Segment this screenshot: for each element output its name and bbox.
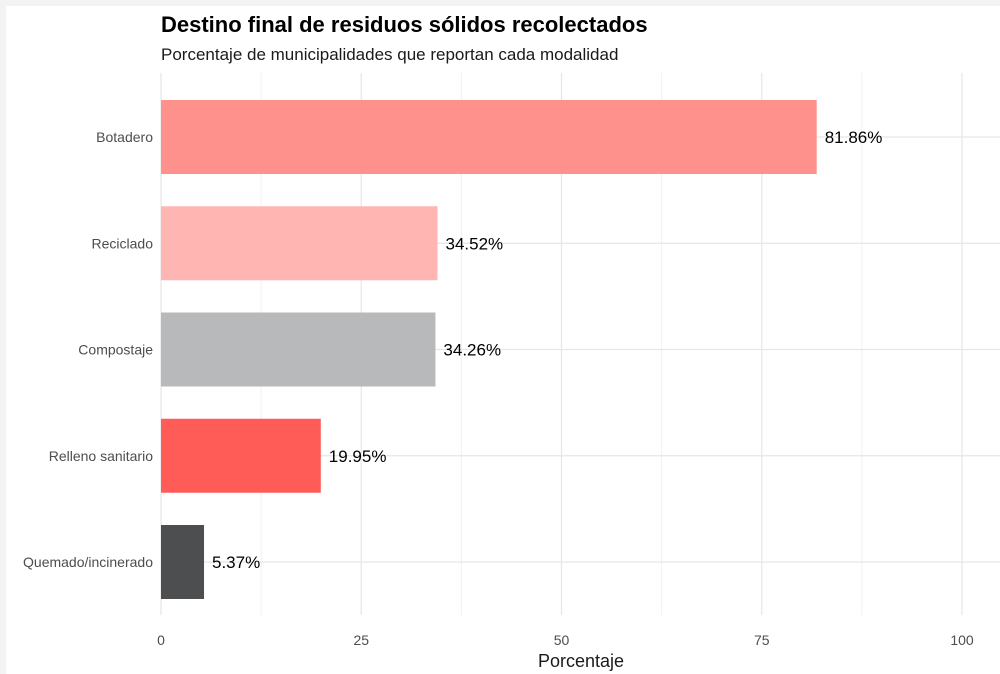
labels: 0 25 50 75 100 Botadero 81.86% Reciclado 34.52% C… xyxy=(23,128,974,648)
bar-value-label: 34.52% xyxy=(446,234,504,253)
x-tick-label: 75 xyxy=(754,632,770,648)
bars xyxy=(161,100,817,599)
y-category-label: Compostaje xyxy=(78,342,153,358)
y-category-label: Quemado/incinerado xyxy=(23,554,153,570)
bar xyxy=(161,100,817,174)
x-tick-label: 25 xyxy=(353,632,369,648)
y-category-label: Botadero xyxy=(96,129,153,145)
x-tick-label: 0 xyxy=(157,632,165,648)
chart-subtitle: Porcentaje de municipalidades que report… xyxy=(161,45,618,64)
bar-value-label: 34.26% xyxy=(443,341,501,360)
bar xyxy=(161,418,321,493)
x-tick-label: 100 xyxy=(950,632,974,648)
y-category-label: Reciclado xyxy=(92,235,154,251)
bar xyxy=(161,206,438,281)
bar-value-label: 81.86% xyxy=(825,128,883,147)
x-axis-title: Porcentaje xyxy=(538,651,624,671)
x-tick-label: 50 xyxy=(554,632,570,648)
chart-title: Destino final de residuos sólidos recole… xyxy=(161,12,648,37)
y-category-label: Relleno sanitario xyxy=(49,448,153,464)
bar xyxy=(161,525,205,599)
bar-value-label: 5.37% xyxy=(212,553,260,572)
bar xyxy=(161,312,436,387)
bar-value-label: 19.95% xyxy=(329,447,387,466)
